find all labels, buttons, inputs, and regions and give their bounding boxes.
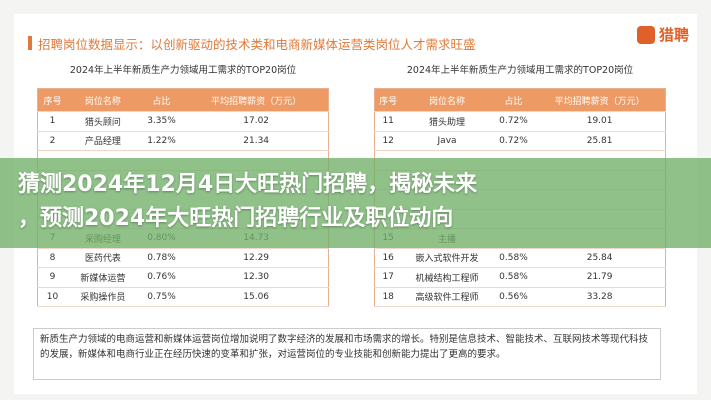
cell: 17.02 (184, 111, 329, 132)
row: 16 嵌入式软件开发 0.58% 25.84 (374, 248, 666, 268)
logo-icon (636, 25, 655, 44)
row: 9 新媒体运营 0.76% 12.30 (37, 267, 329, 288)
cell: 2 (37, 131, 67, 151)
cell: 18 (374, 287, 402, 307)
row: 10 采购操作员 0.75% 15.06 (37, 287, 329, 307)
cell: 猎头顾问 (67, 111, 139, 132)
cell: 21.79 (534, 267, 666, 288)
cell: 25.81 (534, 131, 666, 151)
cell: 19.01 (534, 111, 666, 132)
overlay-line: ，预测2024年大旺热门招聘行业及职位动向 (18, 206, 454, 231)
cell: 3.35% (138, 111, 185, 132)
header-cell: 平均招聘薪资（万元） (534, 88, 666, 112)
logo: 猎聘 (636, 24, 689, 45)
header-cell: 序号 (37, 88, 67, 112)
header-cell: 占比 (138, 88, 185, 112)
cell: 新媒体运营 (67, 267, 139, 288)
row: 17 机械结构工程师 0.58% 21.79 (374, 267, 666, 288)
cell: 33.28 (534, 287, 666, 307)
cell: 12.29 (184, 248, 329, 268)
row: 12 Java 0.72% 25.81 (374, 131, 666, 151)
header-cell: 岗位名称 (67, 88, 139, 112)
cell: 0.72% (492, 111, 535, 132)
cell: 25.84 (534, 248, 666, 268)
cell: Java (401, 131, 493, 151)
cell: 15.06 (184, 287, 329, 307)
cell: 11 (374, 111, 402, 132)
overlay-line: 猜测2024年12月4日大旺热门招聘，揭秘未来 (18, 172, 478, 197)
cell: 医药代表 (67, 248, 139, 268)
cell: 12 (374, 131, 402, 151)
cell: 高级软件工程师 (401, 287, 493, 307)
header-cell: 平均招聘薪资（万元） (184, 88, 329, 112)
header-cell: 序号 (374, 88, 402, 112)
cell: 0.58% (492, 267, 535, 288)
table-title: 2024年上半年新质生产力领域用工需求的TOP20岗位 (69, 65, 297, 76)
cell: 1.22% (138, 131, 185, 151)
cell: 9 (37, 267, 67, 288)
header-row: 序号 岗位名称 占比 平均招聘薪资（万元） (374, 88, 666, 112)
cell: 嵌入式软件开发 (401, 248, 493, 268)
cell: 0.76% (138, 267, 185, 288)
cell: 12.30 (184, 267, 329, 288)
header-row: 序号 岗位名称 占比 平均招聘薪资（万元） (37, 88, 329, 112)
row: 18 高级软件工程师 0.56% 33.28 (374, 287, 666, 307)
cell: 猎头助理 (401, 111, 493, 132)
accent-bar (28, 36, 32, 50)
header-cell: 岗位名称 (401, 88, 493, 112)
row: 2 产品经理 1.22% 21.34 (37, 131, 329, 151)
header-title: 招聘岗位数据显示：以创新驱动的技术类和电商新媒体运营类岗位人才需求旺盛 (38, 37, 476, 52)
logo-text: 猎聘 (658, 26, 689, 44)
row: 1 猎头顾问 3.35% 17.02 (37, 111, 329, 132)
table-title: 2024年上半年新质生产力领域用工需求的TOP20岗位 (406, 65, 634, 76)
cell: 17 (374, 267, 402, 288)
cell: 0.56% (492, 287, 535, 307)
cell: 机械结构工程师 (401, 267, 493, 288)
row: 8 医药代表 0.78% 12.29 (37, 248, 329, 268)
cell: 8 (37, 248, 67, 268)
cell: 1 (37, 111, 67, 132)
cell: 21.34 (184, 131, 329, 151)
cell: 0.78% (138, 248, 185, 268)
cell: 0.75% (138, 287, 185, 307)
cell: 10 (37, 287, 67, 307)
header-cell: 占比 (492, 88, 535, 112)
cell: 0.72% (492, 131, 535, 151)
row: 11 猎头助理 0.72% 19.01 (374, 111, 666, 132)
note: 新质生产力领域的电商运营和新媒体运营岗位增加说明了数字经济的发展和市场需求的增长… (33, 328, 661, 380)
cell: 产品经理 (67, 131, 139, 151)
cell: 16 (374, 248, 402, 268)
overlay-band: 猜测2024年12月4日大旺热门招聘，揭秘未来 ，预测2024年大旺热门招聘行业… (0, 158, 711, 248)
cell: 0.58% (492, 248, 535, 268)
cell: 采购操作员 (67, 287, 139, 307)
